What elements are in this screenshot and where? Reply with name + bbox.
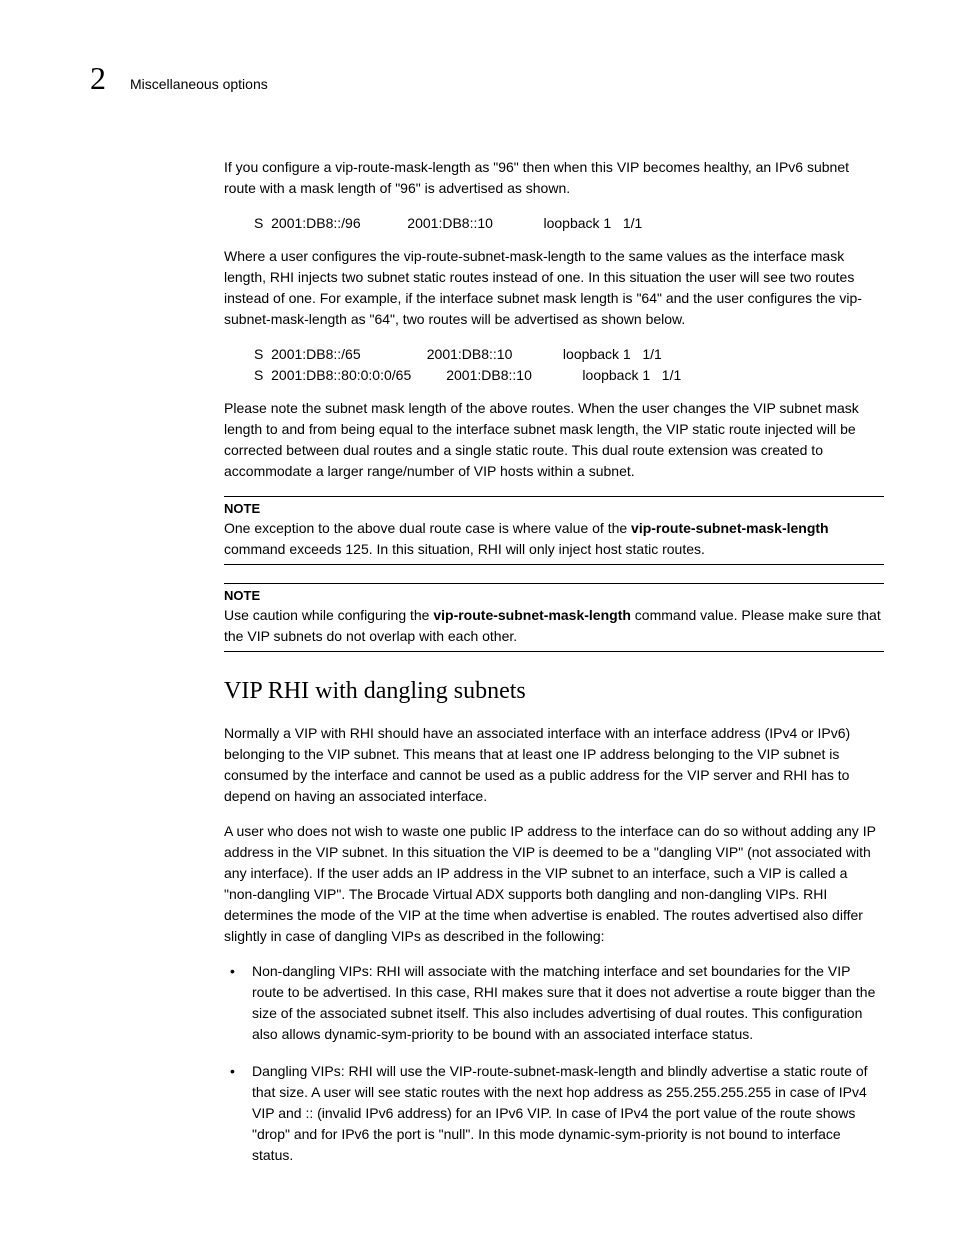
note-text-post: command exceeds 125. In this situation, … — [224, 541, 705, 557]
note-divider-bottom — [224, 564, 884, 565]
list-item: Dangling VIPs: RHI will use the VIP-rout… — [224, 1061, 884, 1166]
bullet-list: Non-dangling VIPs: RHI will associate wi… — [224, 961, 884, 1166]
page-content: If you configure a vip-route-mask-length… — [224, 157, 884, 1166]
paragraph: A user who does not wish to waste one pu… — [224, 821, 884, 947]
paragraph: Please note the subnet mask length of th… — [224, 398, 884, 482]
document-page: 2 Miscellaneous options If you configure… — [0, 0, 954, 1242]
note-body: One exception to the above dual route ca… — [224, 518, 884, 560]
chapter-number: 2 — [90, 60, 106, 97]
note-text-pre: Use caution while configuring the — [224, 607, 433, 623]
note-text-pre: One exception to the above dual route ca… — [224, 520, 631, 536]
chapter-title: Miscellaneous options — [130, 76, 268, 92]
route-example-1: S 2001:DB8::/96 2001:DB8::10 loopback 1 … — [254, 213, 884, 234]
list-item: Non-dangling VIPs: RHI will associate wi… — [224, 961, 884, 1045]
note-label: NOTE — [224, 501, 884, 516]
section-heading: VIP RHI with dangling subnets — [224, 678, 884, 705]
route-example-2: S 2001:DB8::/65 2001:DB8::10 loopback 1 … — [254, 344, 884, 386]
paragraph: Normally a VIP with RHI should have an a… — [224, 723, 884, 807]
note-divider-top — [224, 496, 884, 497]
note-divider-bottom — [224, 651, 884, 652]
note-body: Use caution while configuring the vip-ro… — [224, 605, 884, 647]
page-header: 2 Miscellaneous options — [90, 60, 894, 97]
paragraph: Where a user configures the vip-route-su… — [224, 246, 884, 330]
command-name: vip-route-subnet-mask-length — [433, 607, 631, 623]
note-label: NOTE — [224, 588, 884, 603]
note-divider-top — [224, 583, 884, 584]
paragraph: If you configure a vip-route-mask-length… — [224, 157, 884, 199]
command-name: vip-route-subnet-mask-length — [631, 520, 829, 536]
